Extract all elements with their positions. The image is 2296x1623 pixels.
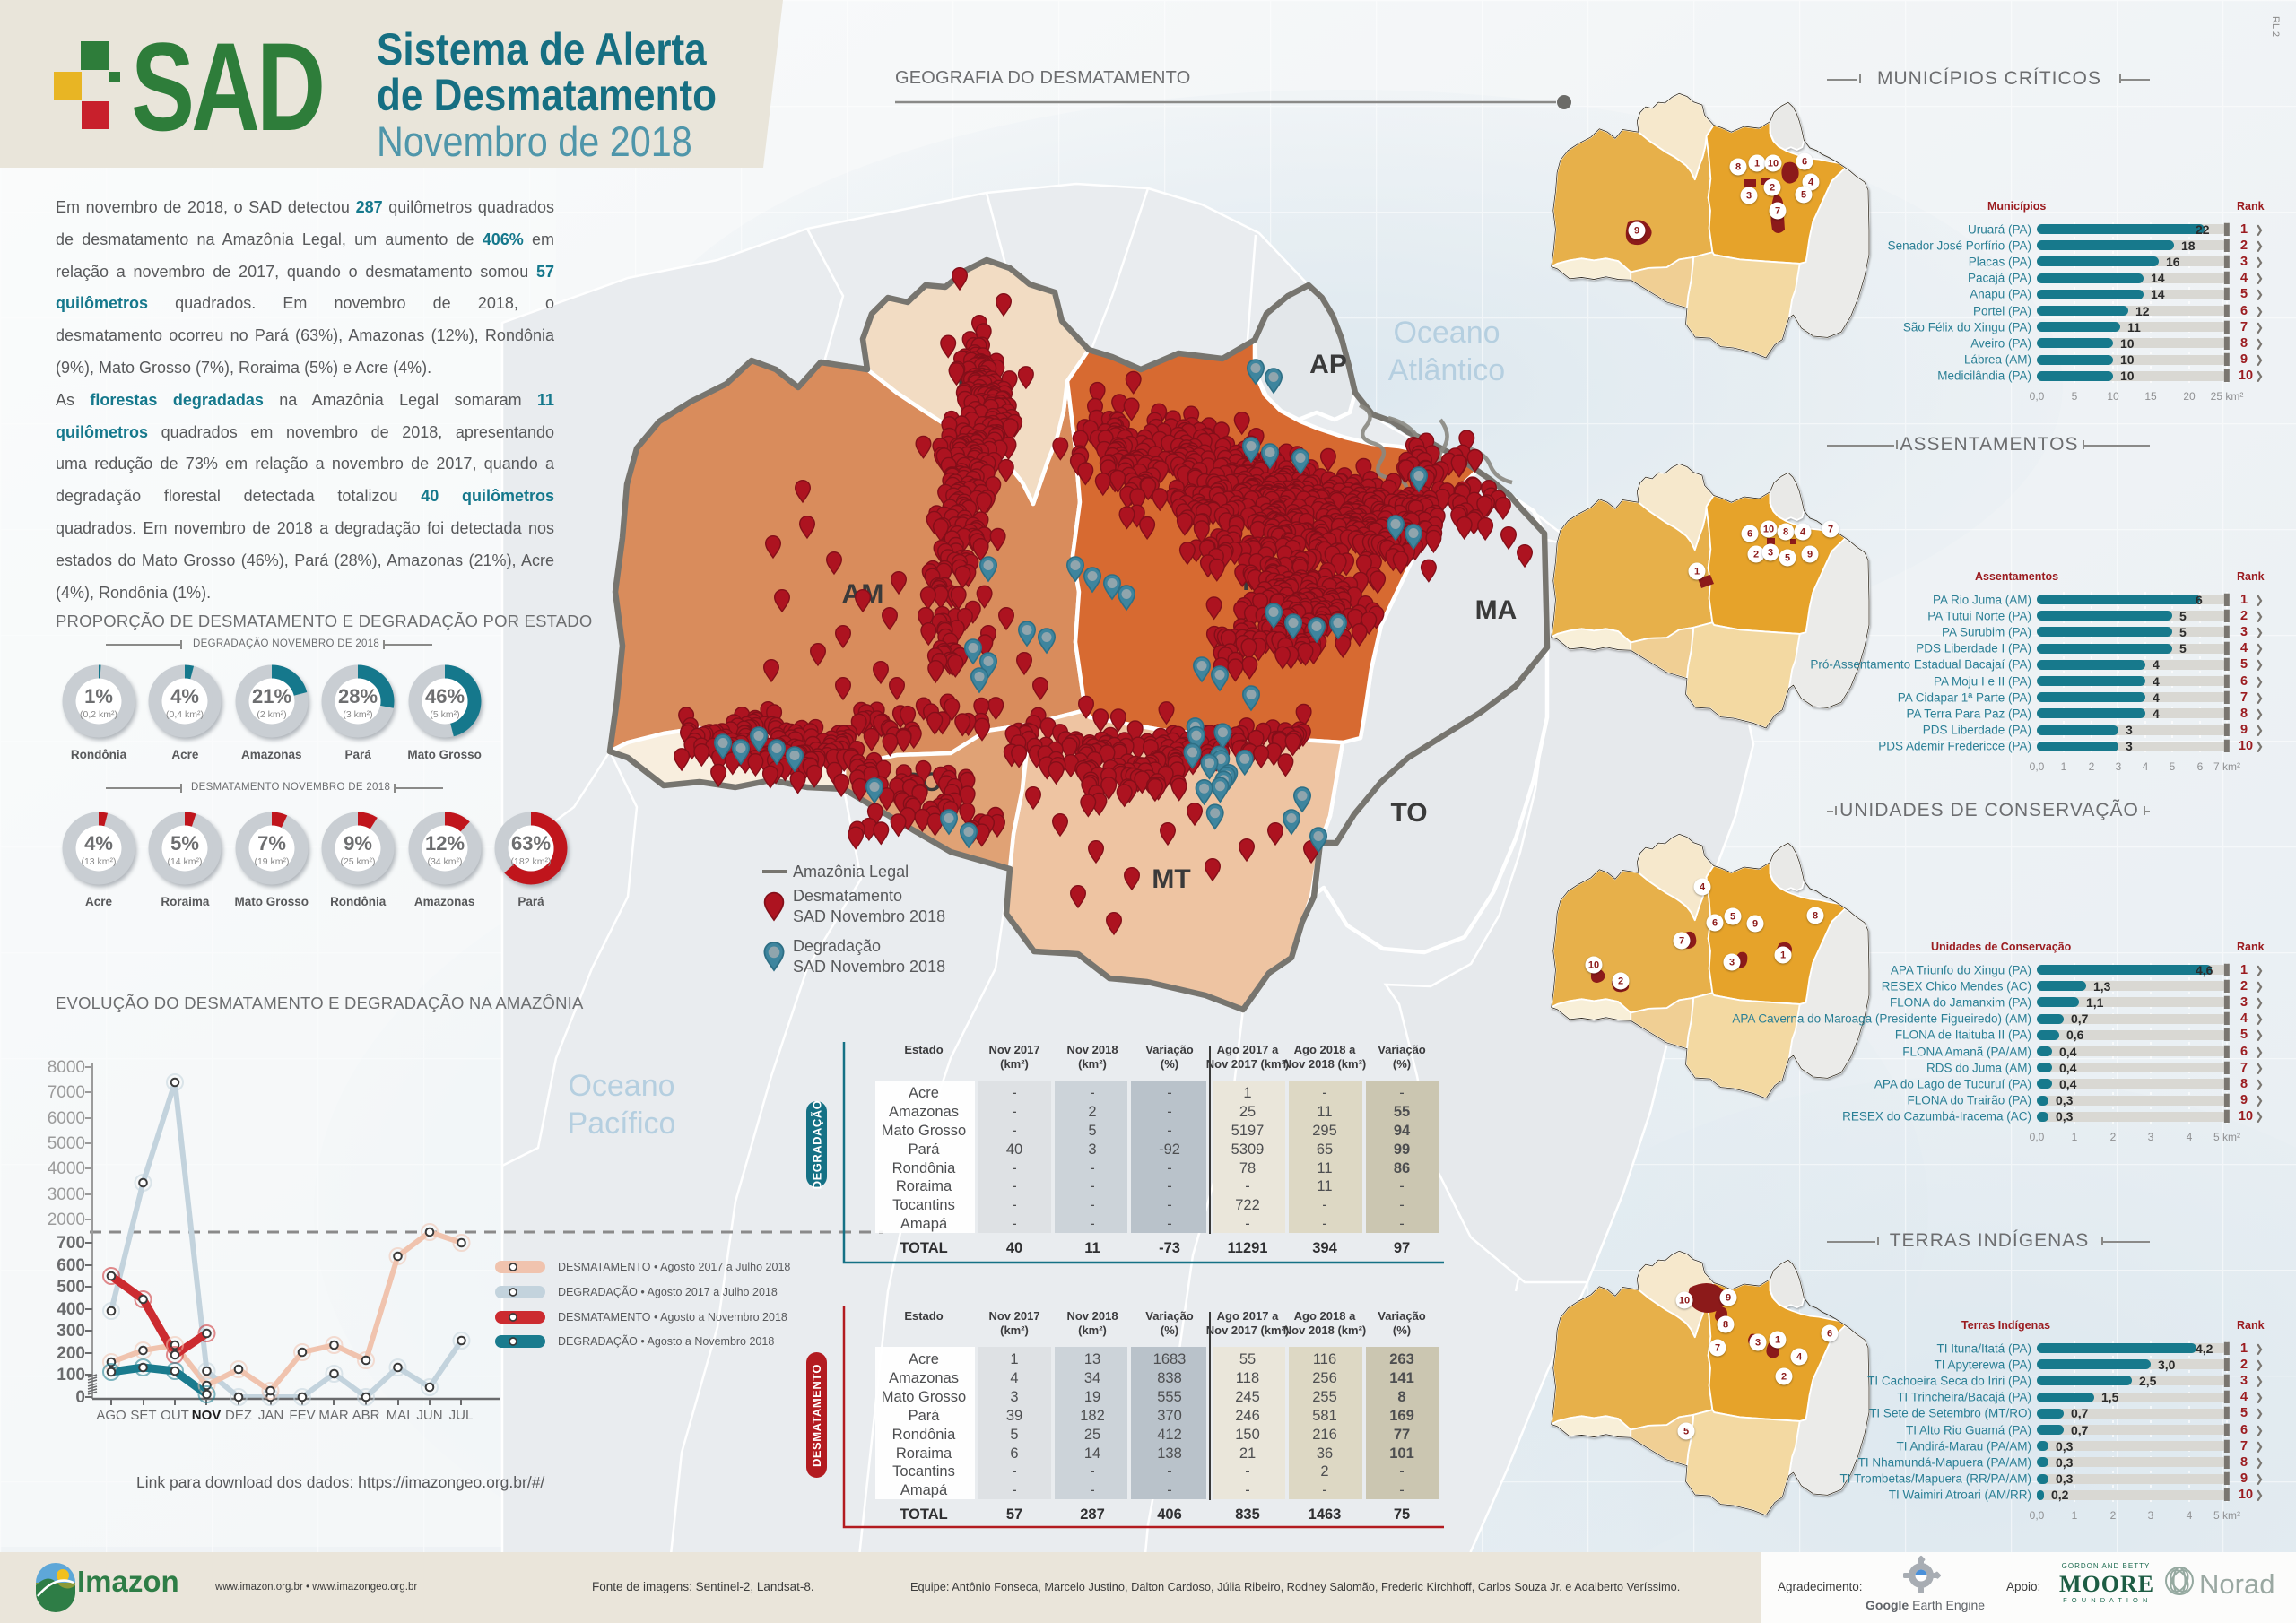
svg-text:MT: MT bbox=[1152, 864, 1190, 894]
svg-text:AP: AP bbox=[1309, 350, 1347, 379]
svg-text:(0,2 km²): (0,2 km²) bbox=[80, 709, 117, 720]
svg-text:(13 km²): (13 km²) bbox=[81, 856, 116, 867]
svg-text:28%: 28% bbox=[338, 685, 378, 707]
svg-text:Atlântico: Atlântico bbox=[1388, 353, 1505, 387]
svg-text:5%: 5% bbox=[170, 832, 199, 855]
svg-text:63%: 63% bbox=[511, 832, 551, 855]
svg-text:12%: 12% bbox=[425, 832, 465, 855]
svg-text:21%: 21% bbox=[252, 685, 291, 707]
svg-text:(3 km²): (3 km²) bbox=[344, 709, 373, 720]
svg-text:(5 km²): (5 km²) bbox=[430, 709, 459, 720]
svg-text:(182 km²): (182 km²) bbox=[511, 856, 552, 867]
svg-text:7%: 7% bbox=[257, 832, 286, 855]
svg-text:(19 km²): (19 km²) bbox=[254, 856, 289, 867]
svg-text:Oceano: Oceano bbox=[568, 1069, 674, 1103]
svg-text:(0,4 km²): (0,4 km²) bbox=[166, 709, 204, 720]
svg-text:(34 km²): (34 km²) bbox=[427, 856, 462, 867]
svg-text:4%: 4% bbox=[84, 832, 113, 855]
svg-text:9%: 9% bbox=[344, 832, 372, 855]
svg-text:4%: 4% bbox=[170, 685, 199, 707]
svg-text:(25 km²): (25 km²) bbox=[341, 856, 376, 867]
svg-text:Pacífico: Pacífico bbox=[568, 1107, 676, 1141]
svg-text:(2 km²): (2 km²) bbox=[257, 709, 286, 720]
svg-text:46%: 46% bbox=[425, 685, 465, 707]
svg-text:Oceano: Oceano bbox=[1393, 316, 1500, 350]
svg-text:MA: MA bbox=[1475, 595, 1518, 625]
svg-text:TO: TO bbox=[1390, 798, 1427, 828]
svg-text:(14 km²): (14 km²) bbox=[168, 856, 203, 867]
svg-text:1%: 1% bbox=[84, 685, 113, 707]
